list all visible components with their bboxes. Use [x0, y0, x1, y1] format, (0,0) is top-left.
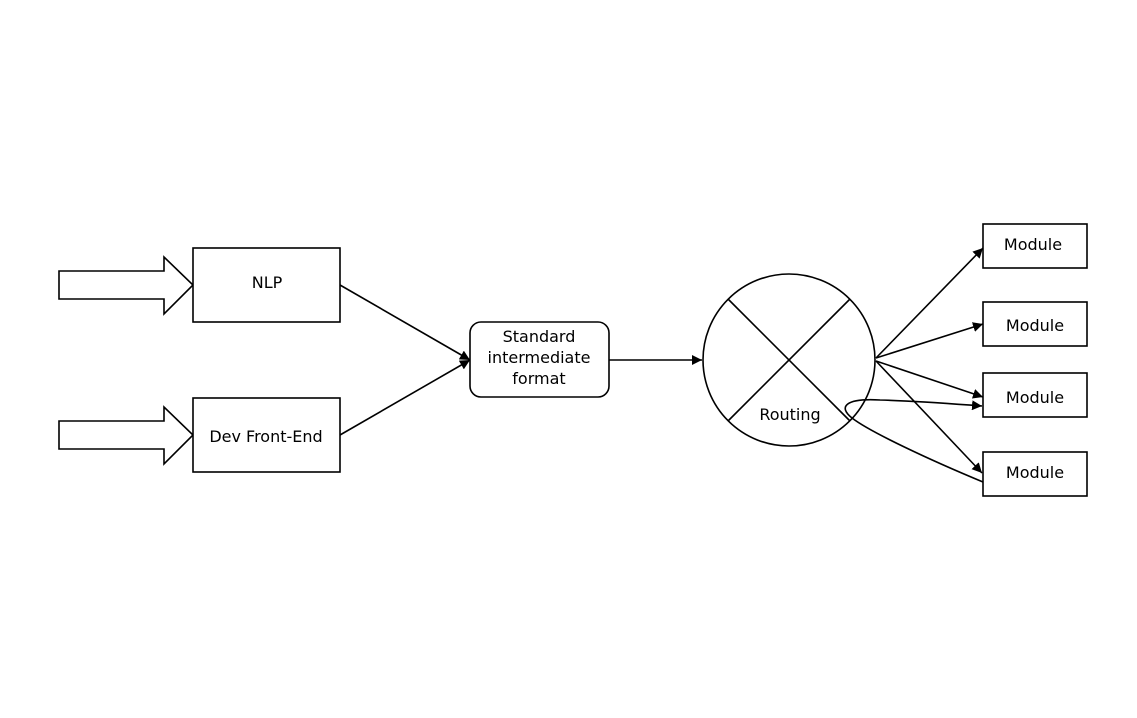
standard-format-node: Standard intermediate format — [469, 321, 610, 398]
nlp-node: NLP — [192, 247, 341, 323]
module-label-1: Module — [1004, 235, 1062, 254]
routing-cross-line-2 — [727, 298, 851, 422]
routing-node: Routing — [702, 273, 876, 447]
module-node-3: Module — [982, 372, 1088, 418]
standard-format-line-1: Standard — [503, 327, 576, 346]
edge-routing-to-module-3 — [875, 360, 984, 399]
edge-routing-to-module-1 — [875, 247, 984, 359]
edge-routing-to-module-4 — [875, 360, 983, 474]
routing-label: Routing — [759, 405, 820, 424]
nlp-input-arrow — [58, 255, 195, 316]
edge-module-4-to-module-3-loop — [844, 398, 984, 483]
module-node-1: Module — [982, 223, 1088, 269]
module-node-4: Module — [982, 451, 1088, 497]
module-label-3: Module — [1006, 388, 1064, 407]
edge-dev-to-format — [339, 359, 471, 436]
standard-format-line-2: intermediate — [488, 348, 591, 367]
dev-front-end-node: Dev Front-End — [192, 397, 341, 473]
dev-input-arrow — [58, 405, 195, 466]
module-label-4: Module — [1006, 463, 1064, 482]
dev-front-end-label: Dev Front-End — [209, 427, 322, 446]
module-label-2: Module — [1006, 316, 1064, 335]
module-node-2: Module — [982, 301, 1088, 347]
edge-nlp-to-format — [339, 284, 471, 361]
edge-routing-to-module-2 — [875, 322, 984, 359]
standard-format-line-3: format — [512, 369, 565, 388]
nlp-label: NLP — [252, 273, 283, 292]
